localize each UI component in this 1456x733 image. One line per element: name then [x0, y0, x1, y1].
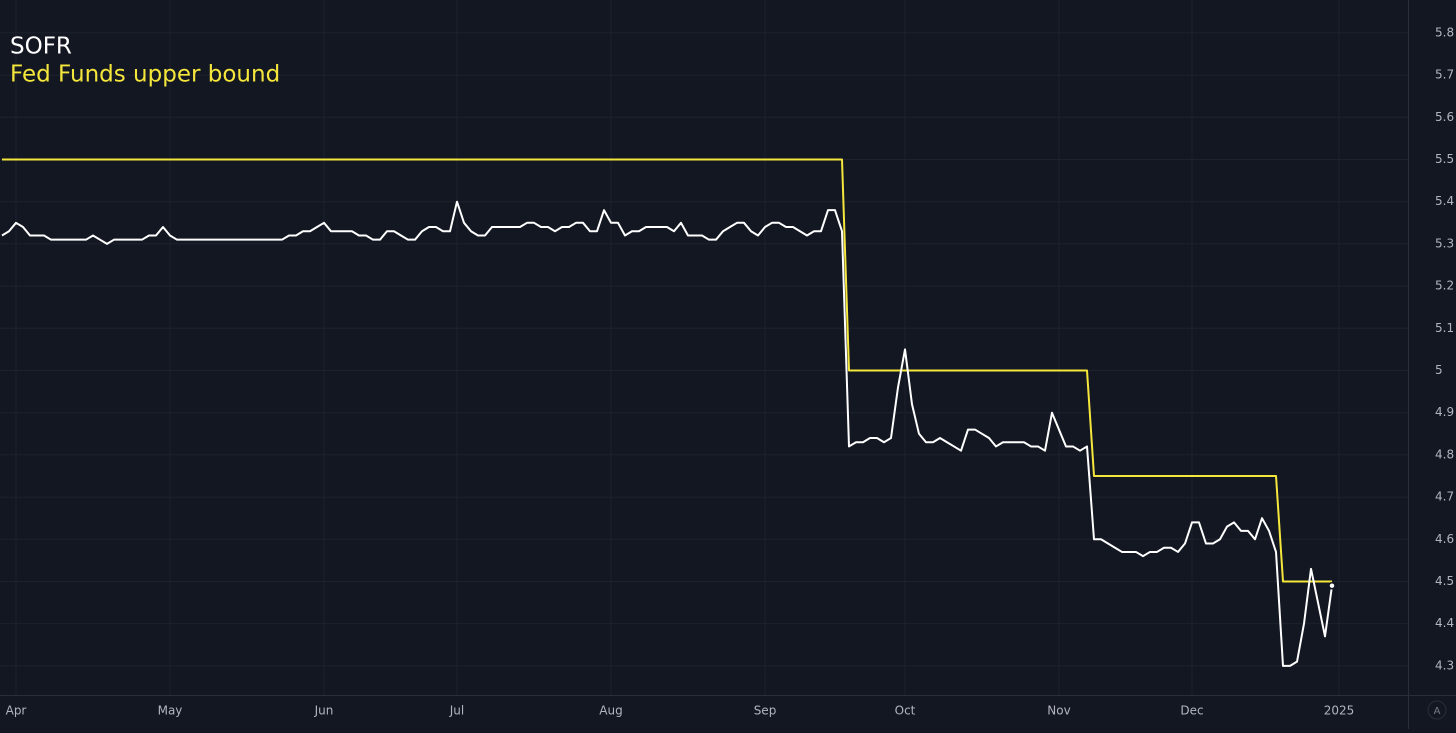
y-tick-label: 5.3 [1435, 236, 1454, 250]
y-tick-label: 4.8 [1435, 447, 1454, 461]
y-tick-label: 4.9 [1435, 405, 1454, 419]
auto-scale-button[interactable] [1427, 700, 1447, 720]
y-tick-label: 4.4 [1435, 616, 1454, 630]
y-tick-label: 5.8 [1435, 25, 1454, 39]
y-tick-label: 4.7 [1435, 490, 1454, 504]
x-tick-label: Jun [314, 704, 334, 718]
y-tick-label: 5.1 [1435, 321, 1454, 335]
y-tick-label: 4.3 [1435, 658, 1454, 672]
series-line [1, 200, 1333, 667]
x-tick-label: Sep [754, 704, 777, 718]
x-tick-label: Oct [895, 704, 916, 718]
y-tick-label: 5 [1435, 363, 1443, 377]
axes: 4.3 4.4 4.5 4.6 4.7 4.8 4.9 5 5.1 5.2 5.3 5.4 5.5 5.6… [6, 25, 1454, 717]
y-tick-label: 5.2 [1435, 279, 1454, 293]
x-tick-label: Nov [1047, 704, 1070, 718]
y-tick-label: 5.5 [1435, 152, 1454, 166]
x-tick-label: Jul [449, 704, 464, 718]
x-tick-label: Dec [1180, 704, 1203, 718]
y-tick-label: 5.6 [1435, 110, 1454, 124]
last-point [1328, 581, 1336, 590]
x-tick-label: Aug [599, 704, 622, 718]
auto-scale-label[interactable]: A [1434, 706, 1441, 717]
plot [1, 158, 1336, 667]
legend-entry: Fed Funds upper bound [10, 62, 280, 88]
x-tick-label: Apr [6, 704, 27, 718]
y-tick-label: 5.7 [1435, 68, 1454, 82]
y-tick-label: 4.5 [1435, 574, 1454, 588]
y-tick-label: 5.4 [1435, 194, 1454, 208]
legend-entry: SOFR [10, 34, 72, 60]
x-tick-label: 2025 [1324, 704, 1355, 718]
x-tick-label: May [158, 704, 183, 718]
y-tick-label: 4.6 [1435, 532, 1454, 546]
series-line [2, 158, 1332, 583]
